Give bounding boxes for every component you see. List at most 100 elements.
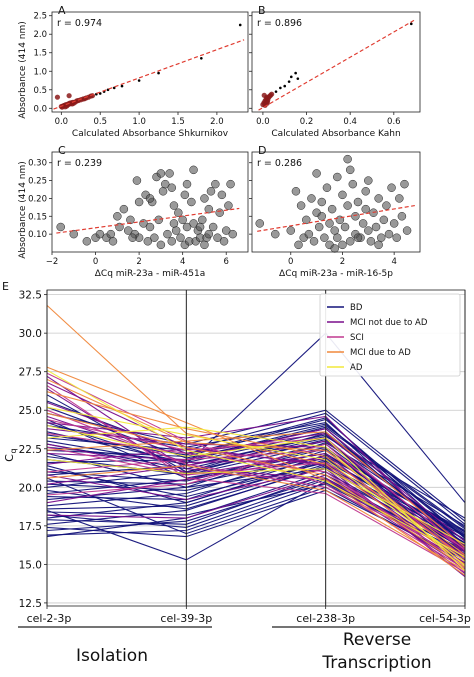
data-point (340, 222, 350, 232)
data-point (343, 154, 352, 164)
data-point (132, 176, 142, 185)
profile-line (46, 482, 466, 555)
plot-frame (251, 11, 421, 113)
y-axis-label: Absorbance (414 nm) (18, 21, 28, 119)
data-point (156, 169, 166, 178)
isolation-label: Isolation (76, 646, 148, 666)
y-tick-label: 25.0 (19, 405, 42, 417)
profile-line (46, 418, 466, 551)
data-point (213, 233, 222, 242)
legend-label: MCI not due to AD (350, 318, 428, 328)
profile-line (46, 440, 466, 550)
reverse-transcription-label-line-1: Reverse (343, 630, 411, 650)
data-point (165, 169, 174, 178)
data-point (291, 187, 301, 196)
data-point (271, 229, 280, 239)
data-point (157, 71, 160, 75)
data-point (238, 23, 242, 27)
profile-line (46, 459, 466, 536)
data-point (82, 237, 92, 246)
category-label: cel-39-3p (160, 612, 212, 625)
data-point (66, 93, 72, 99)
data-point (338, 190, 347, 200)
data-point (204, 229, 214, 239)
x-tick-label: 1.5 (171, 117, 185, 127)
data-point (182, 222, 192, 232)
data-point (219, 237, 229, 246)
data-point (226, 179, 235, 189)
data-point (338, 240, 347, 250)
data-point (314, 222, 324, 232)
y-tick-label: 15.0 (19, 559, 42, 571)
data-point (150, 233, 159, 242)
panel-b: B 0.0 0.2 0.4 0.6 r = 0.896 Calculated Absorba… (249, 4, 421, 139)
data-point (353, 197, 363, 207)
data-point (128, 233, 137, 242)
y-tick-label: 0.30 (28, 159, 47, 169)
data-point (296, 77, 300, 80)
data-point (108, 237, 118, 246)
data-point (200, 240, 209, 250)
data-point (286, 226, 296, 235)
data-point (374, 194, 383, 203)
data-point (156, 240, 166, 250)
profile-line (46, 477, 466, 564)
x-axis-label: Calculated Absorbance Kahn (271, 129, 400, 139)
profile-line (46, 454, 466, 533)
x-tick-label: 0.6 (387, 117, 401, 127)
data-point (171, 226, 181, 235)
panel-e: E 12.5 15.0 17.5 20.0 22.5 25.0 27.5 30.0 32.5 cel… (2, 280, 471, 625)
data-point (158, 187, 168, 196)
data-point (264, 100, 270, 106)
data-point (294, 240, 303, 250)
data-point (200, 56, 203, 60)
data-point (261, 92, 267, 98)
y-tick-label: 0.25 (28, 177, 47, 187)
data-point (120, 84, 124, 88)
data-point (167, 237, 177, 246)
data-point (366, 237, 376, 246)
series-sci (46, 372, 466, 573)
data-point (327, 204, 337, 214)
x-tick-label: 0.5 (93, 117, 107, 127)
data-point (361, 204, 370, 214)
data-point (409, 22, 413, 26)
profile-line (46, 428, 466, 553)
y-axis-label-main: C (3, 454, 16, 462)
data-point (180, 190, 190, 200)
data-point (317, 197, 327, 207)
profile-line (46, 425, 466, 571)
legend-label: BD (350, 303, 363, 313)
data-point (189, 165, 198, 175)
data-point (320, 233, 329, 242)
data-point (255, 219, 265, 228)
series-ad (46, 369, 466, 571)
legend-label: AD (350, 363, 363, 373)
profile-line (46, 480, 466, 561)
y-tick-label: 0.5 (33, 86, 47, 96)
profile-line (46, 463, 466, 541)
data-point (402, 226, 412, 235)
legend-box (319, 293, 461, 377)
data-point (56, 222, 65, 232)
x-tick-label: 6 (224, 257, 229, 267)
data-point (287, 80, 291, 83)
y-tick-label: 0.15 (28, 212, 47, 222)
data-point (296, 201, 306, 210)
data-point (221, 226, 231, 235)
y-tick-label: 30.0 (19, 328, 42, 340)
x-axis-label: ΔCq miR-23a - miR-451a (95, 269, 205, 279)
data-point (169, 219, 179, 228)
regression-fit-line (56, 207, 240, 234)
x-tick-label: 2 (340, 257, 345, 267)
data-point (312, 169, 321, 178)
data-point (182, 179, 192, 189)
data-point (279, 86, 282, 90)
data-point (187, 197, 196, 207)
profile-line (46, 394, 466, 533)
data-point (353, 233, 363, 242)
data-point (283, 84, 287, 88)
data-point (69, 229, 79, 239)
y-axis-label-subscript: q (9, 448, 18, 453)
